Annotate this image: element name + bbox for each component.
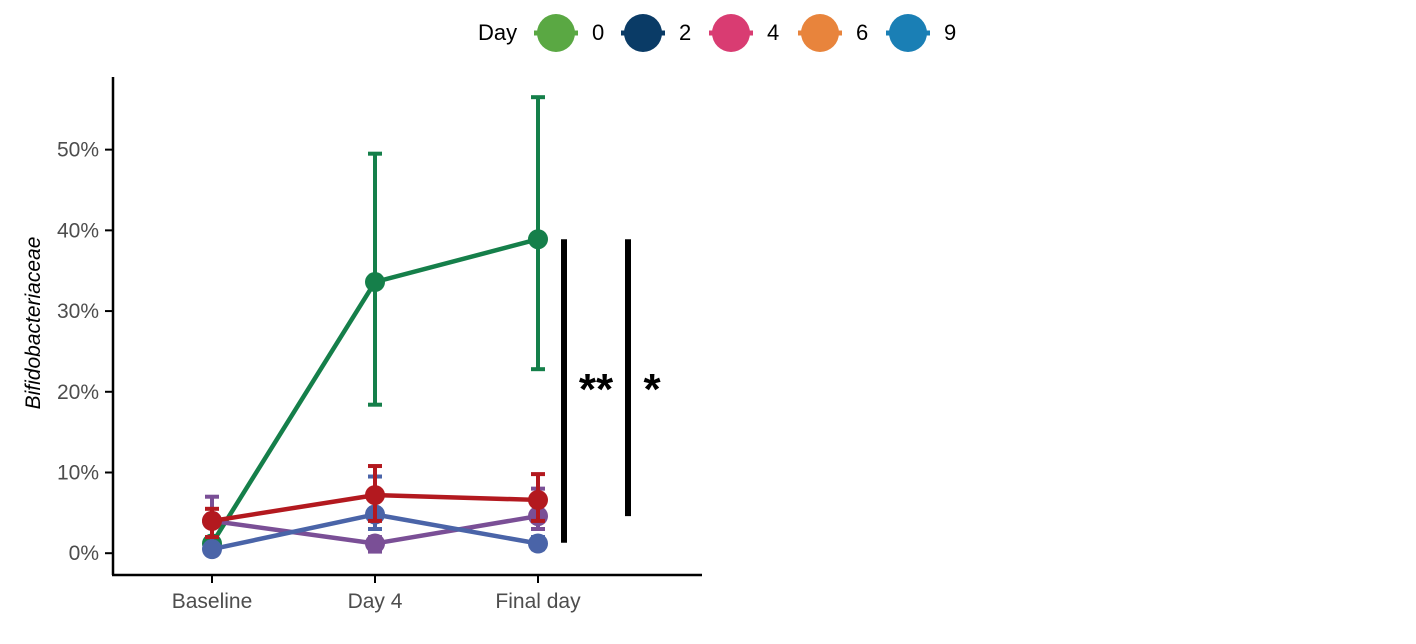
y-axis-label: Bifidobacteriaceae [22, 237, 45, 410]
data-point [365, 485, 385, 506]
legend-key-dot [712, 14, 750, 52]
legend-label: 9 [944, 20, 956, 45]
legend-label: 2 [679, 20, 691, 45]
x-tick-label: Final day [495, 590, 581, 613]
y-tick-label: 30% [57, 300, 99, 323]
y-tick-label: 20% [57, 381, 99, 404]
data-point [365, 272, 385, 293]
y-tick-label: 0% [69, 542, 99, 565]
data-point [528, 533, 548, 554]
plot-area: 0% 10% 20% 30% 40% 50% Baseline Day 4 Final day *… [57, 77, 702, 613]
legend-entry-6: 6 [798, 14, 868, 52]
y-tick-label: 10% [57, 461, 99, 484]
data-point [365, 533, 385, 554]
data-point [202, 510, 222, 531]
legend: Day 0 2 4 6 9 [478, 14, 956, 52]
legend-label: 4 [767, 20, 779, 45]
y-tick-label: 40% [57, 219, 99, 242]
data-point [528, 489, 548, 510]
legend-key-dot [801, 14, 839, 52]
legend-entry-2: 2 [621, 14, 691, 52]
x-tick-label: Baseline [172, 590, 253, 613]
legend-title: Day [478, 20, 517, 45]
legend-label: 6 [856, 20, 868, 45]
x-tick-label: Day 4 [348, 590, 403, 613]
legend-key-dot [889, 14, 927, 52]
legend-entry-0: 0 [534, 14, 604, 52]
legend-entry-4: 4 [709, 14, 779, 52]
legend-entry-9: 9 [886, 14, 956, 52]
legend-key-dot [624, 14, 662, 52]
data-point [202, 539, 222, 560]
y-tick-label: 50% [57, 139, 99, 162]
series-3 [202, 464, 548, 540]
legend-key-dot [537, 14, 575, 52]
legend-label: 0 [592, 20, 604, 45]
data-point [528, 229, 548, 250]
significance-label: * [643, 365, 661, 414]
significance-label: ** [579, 365, 614, 414]
